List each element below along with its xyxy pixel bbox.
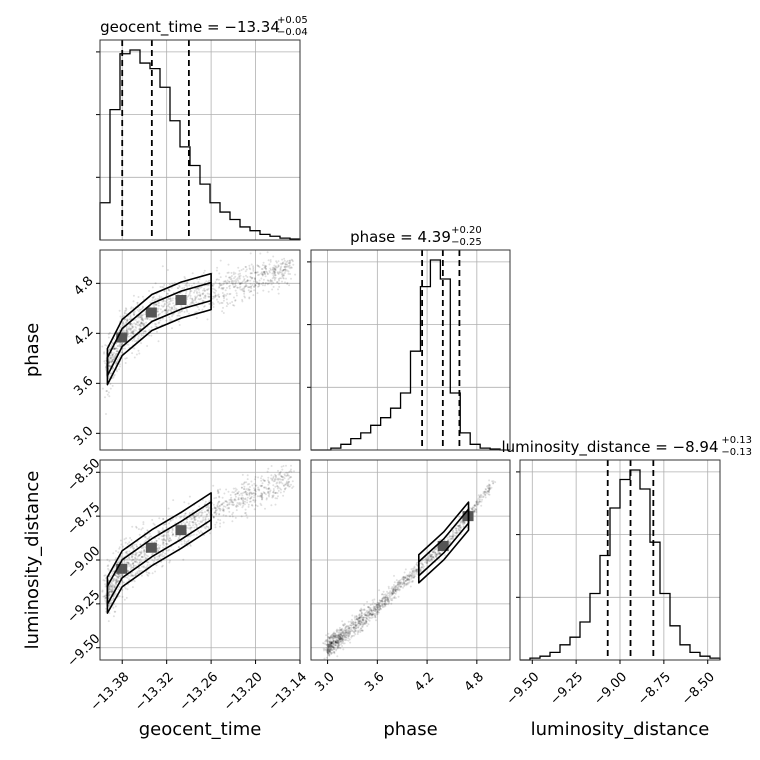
scatter-points-geocent_time-luminosity_distance <box>101 460 295 623</box>
y-tick-label: −9.25 <box>65 588 104 627</box>
histogram-luminosity_distance <box>520 469 721 661</box>
density-cell <box>145 307 157 318</box>
scatter-points-phase-luminosity_distance <box>322 479 497 660</box>
x-axis-label-geocent_time: geocent_time <box>139 719 262 740</box>
x-tick-label: 4.2 <box>412 670 437 695</box>
x-tick-label: 4.8 <box>462 670 487 695</box>
y-tick-label: −8.75 <box>65 500 104 539</box>
x-tick-label: −8.75 <box>635 670 674 709</box>
contour-outer <box>417 501 470 584</box>
x-tick-label: −13.20 <box>221 670 266 715</box>
panel-frame <box>99 39 301 241</box>
y-axis-label-phase: phase <box>22 323 43 377</box>
panel-title-geocent_time: geocent_time = −13.34 <box>100 18 280 37</box>
x-tick-label: 3.6 <box>362 670 387 695</box>
grid-lines <box>311 250 510 450</box>
histogram-geocent_time <box>99 49 301 240</box>
density-cell <box>175 295 187 305</box>
density-cell <box>116 332 128 343</box>
x-tick-label: −9.50 <box>504 670 543 709</box>
x-tick-label: −8.50 <box>679 670 718 709</box>
density-cell <box>116 563 128 574</box>
y-tick-label: −9.50 <box>65 631 104 670</box>
grid-lines <box>100 460 300 660</box>
x-tick-label: 3.0 <box>313 670 338 695</box>
panel-frame <box>310 459 511 661</box>
panel-title-phase: phase = 4.39 <box>350 228 451 246</box>
title-minus-err: −0.04 <box>277 27 308 38</box>
x-tick-label: −13.14 <box>266 670 311 715</box>
contour-outer <box>106 492 212 614</box>
x-tick-label: −13.26 <box>177 670 222 715</box>
panel-title-luminosity_distance: luminosity_distance = −8.94 <box>501 438 718 457</box>
density-cell <box>175 525 187 536</box>
x-axis-label-phase: phase <box>383 719 437 740</box>
title-plus-err: +0.13 <box>721 435 752 446</box>
contour-outer <box>106 272 212 386</box>
grid-lines <box>311 460 510 660</box>
contour-inner <box>417 508 470 577</box>
x-tick-label: −9.00 <box>591 670 630 709</box>
grid-lines <box>100 40 300 240</box>
density-cell <box>145 542 157 553</box>
title-minus-err: −0.25 <box>451 237 482 248</box>
y-tick-label: 4.2 <box>71 324 96 349</box>
x-axis-label-luminosity_distance: luminosity_distance <box>531 719 710 740</box>
histogram-phase <box>311 259 510 451</box>
title-plus-err: +0.05 <box>277 15 308 26</box>
contour-inner <box>106 501 212 605</box>
y-tick-label: 4.8 <box>71 274 96 299</box>
panel-frame <box>99 249 301 451</box>
contour-inner <box>106 281 212 377</box>
panel-frame <box>310 249 511 451</box>
scatter-points-geocent_time-phase <box>101 251 297 415</box>
y-axis-label-luminosity_distance: luminosity_distance <box>22 471 43 650</box>
x-tick-label: −13.32 <box>132 670 177 715</box>
x-tick-label: −9.25 <box>548 670 587 709</box>
title-plus-err: +0.20 <box>451 225 482 236</box>
y-tick-label: −8.50 <box>65 456 104 495</box>
title-minus-err: −0.13 <box>721 447 752 458</box>
y-tick-label: −9.00 <box>65 544 104 583</box>
y-tick-label: 3.6 <box>71 374 96 399</box>
grid-lines <box>100 250 300 450</box>
x-tick-label: −13.38 <box>88 670 133 715</box>
density-cell <box>437 540 449 551</box>
y-tick-label: 3.0 <box>71 424 96 449</box>
